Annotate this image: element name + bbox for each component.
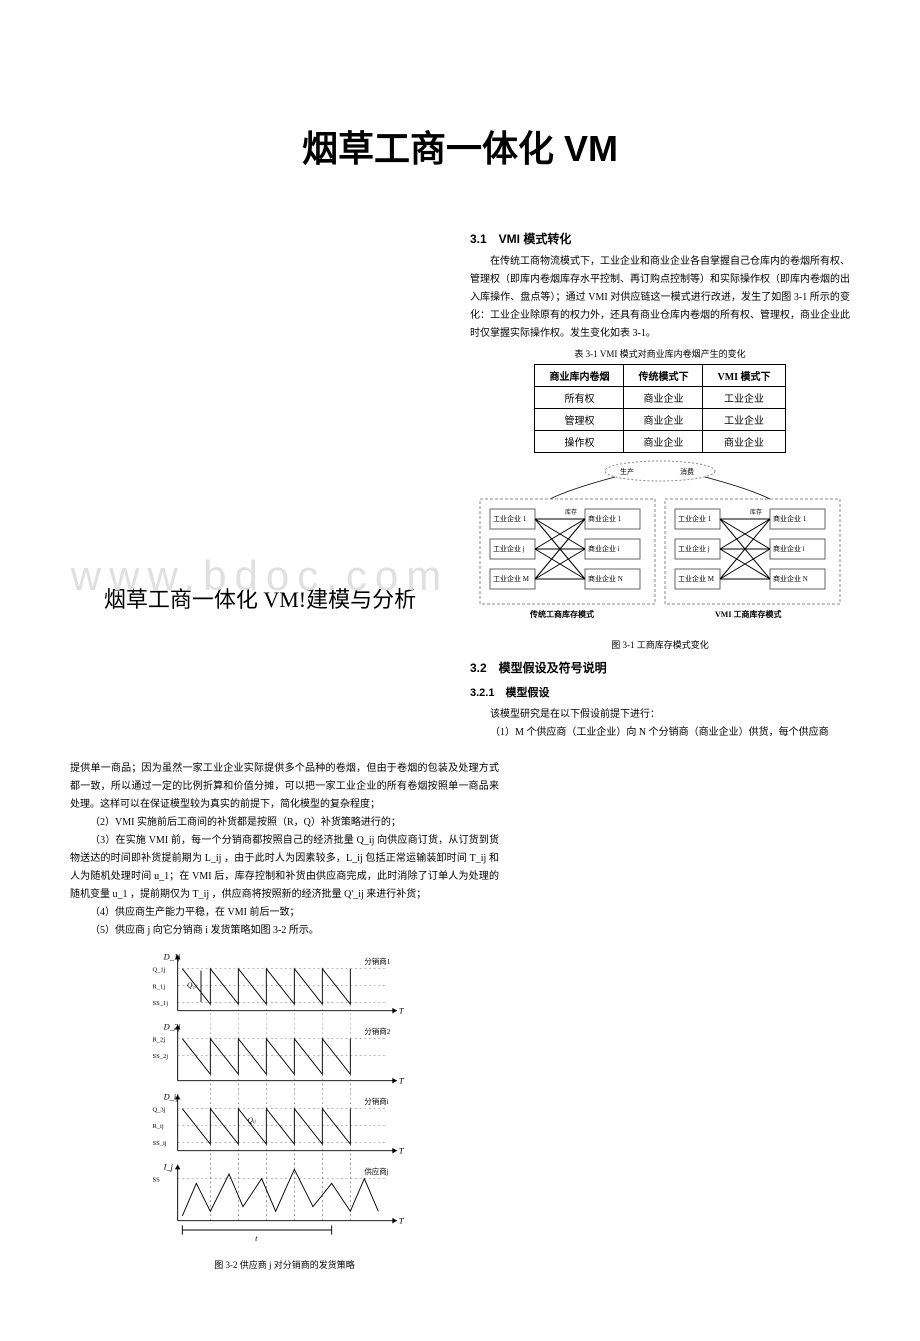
svg-text:D_2j: D_2j — [162, 1022, 180, 1031]
svg-text:SS: SS — [152, 1176, 160, 1183]
diagram-node: 工业企业 j — [678, 544, 710, 553]
table-cell: 商业企业 — [624, 409, 703, 431]
table-cell: 商业企业 — [624, 431, 703, 453]
figure-3-1-caption: 图 3-1 工商库存模式变化 — [470, 638, 850, 651]
section-3-2-1-heading: 3.2.1 模型假设 — [470, 684, 850, 700]
svg-text:分销商2: 分销商2 — [364, 1026, 390, 1036]
left-column: www.bdoc.com 烟草工商一体化 VM!建模与分析 — [70, 222, 450, 742]
svg-text:I_j: I_j — [162, 1162, 173, 1171]
diagram-svg: 生产 消费 工业企业 1 工业企业 j 工业企业 M 商业企业 1 商业企业 i — [470, 459, 850, 629]
table-3-1-caption: 表 3-1 VMI 模式对商业库内卷烟产生的变化 — [470, 347, 850, 360]
diagram-right-label: VMI 工商库存模式 — [715, 609, 781, 619]
assumption-2: （2）VMI 实施前后工商间的补货都是按照（R，Q）补货策略进行的； — [70, 814, 499, 832]
table-cell: 操作权 — [535, 431, 624, 453]
svg-text:Q_3j: Q_3j — [152, 1106, 165, 1113]
table-header: 传统模式下 — [624, 365, 703, 387]
table-cell: 工业企业 — [703, 387, 785, 409]
chart-svg: D_1j 分销商1 Q_1j R_1j SS_1j T Q₁ⱼ D_2j 分销商2 R_2j SS… — [145, 950, 425, 1249]
svg-text:R_ij: R_ij — [152, 1123, 163, 1130]
diagram-node: 商业企业 i — [588, 544, 620, 553]
assumption-cont-1: 提供单一商品；因为虽然一家工业企业实际提供多个品种的卷烟，但由于卷烟的包装及处理… — [70, 760, 499, 814]
table-cell: 商业企业 — [703, 431, 785, 453]
table-cell: 商业企业 — [624, 387, 703, 409]
svg-text:D_ij: D_ij — [162, 1092, 179, 1101]
svg-text:T: T — [398, 1216, 404, 1225]
diagram-left-label: 传统工商库存模式 — [529, 609, 594, 619]
svg-text:T: T — [398, 1146, 404, 1155]
diagram-node: 工业企业 M — [678, 574, 715, 583]
diagram-label: 生产 — [620, 467, 634, 476]
right-column: 3.1 VMI 模式转化 在传统工商物流模式下，工业企业和商业企业各自掌握自己仓… — [470, 222, 850, 742]
diagram-node: 商业企业 N — [773, 574, 808, 583]
assumption-1-start: （1）M 个供应商（工业企业）向 N 个分销商（商业企业）供货，每个供应商 — [470, 724, 850, 742]
diagram-node: 工业企业 M — [493, 574, 530, 583]
svg-text:R_2j: R_2j — [152, 1036, 165, 1043]
svg-text:SS_2j: SS_2j — [152, 1053, 168, 1060]
table-3-1: 商业库内卷烟 传统模式下 VMI 模式下 所有权 商业企业 工业企业 管理权 商… — [534, 364, 785, 453]
watermark-text: www.bdoc.com — [71, 552, 449, 600]
diagram-node: 工业企业 j — [493, 544, 525, 553]
diagram-tag: 库存 — [750, 508, 762, 516]
svg-text:D_1j: D_1j — [162, 952, 180, 961]
section-3-1-para: 在传统工商物流模式下，工业企业和商业企业各自掌握自己仓库内的卷烟所有权、管理权（… — [470, 253, 850, 343]
svg-text:供应商j: 供应商j — [364, 1166, 388, 1176]
diagram-label: 消费 — [680, 467, 694, 476]
figure-3-2-caption: 图 3-2 供应商 j 对分销商的发货策略 — [145, 1258, 425, 1271]
assumption-5: （5）供应商 j 向它分销商 i 发货策略如图 3-2 所示。 — [70, 922, 499, 940]
svg-text:Q_1j: Q_1j — [152, 966, 165, 973]
diagram-tag: 库存 — [565, 508, 577, 516]
diagram-node: 商业企业 1 — [773, 514, 807, 523]
diagram-node: 工业企业 1 — [678, 514, 712, 523]
diagram-node: 工业企业 1 — [493, 514, 527, 523]
section-3-1-heading: 3.1 VMI 模式转化 — [470, 230, 850, 247]
section-3-2-heading: 3.2 模型假设及符号说明 — [470, 659, 850, 676]
lower-block: 提供单一商品；因为虽然一家工业企业实际提供多个品种的卷烟，但由于卷烟的包装及处理… — [70, 760, 499, 1271]
table-cell: 管理权 — [535, 409, 624, 431]
figure-3-1: 生产 消费 工业企业 1 工业企业 j 工业企业 M 商业企业 1 商业企业 i — [470, 459, 850, 651]
svg-text:分销商i: 分销商i — [364, 1096, 388, 1106]
svg-text:分销商1: 分销商1 — [364, 956, 390, 966]
svg-text:T: T — [398, 1006, 404, 1015]
diagram-node: 商业企业 1 — [588, 514, 622, 523]
table-cell: 工业企业 — [703, 409, 785, 431]
svg-text:Qᵢⱼ: Qᵢⱼ — [247, 1116, 256, 1125]
main-title: 烟草工商一体化 VM — [70, 120, 850, 172]
figure-3-2: D_1j 分销商1 Q_1j R_1j SS_1j T Q₁ⱼ D_2j 分销商2 R_2j SS… — [145, 950, 425, 1271]
table-header: VMI 模式下 — [703, 365, 785, 387]
diagram-node: 商业企业 i — [773, 544, 805, 553]
svg-text:Q₁ⱼ: Q₁ⱼ — [187, 980, 197, 989]
two-column-layout: www.bdoc.com 烟草工商一体化 VM!建模与分析 3.1 VMI 模式… — [70, 222, 850, 742]
svg-text:T: T — [398, 1076, 404, 1085]
table-cell: 所有权 — [535, 387, 624, 409]
svg-text:SS_ij: SS_ij — [152, 1140, 166, 1147]
table-header: 商业库内卷烟 — [535, 365, 624, 387]
assumption-intro: 该模型研究是在以下假设前提下进行： — [470, 706, 850, 724]
document-page: 烟草工商一体化 VM www.bdoc.com 烟草工商一体化 VM!建模与分析… — [0, 0, 920, 1341]
assumption-3: （3）在实施 VMI 前，每一个分销商都按照自己的经济批量 Q_ij 向供应商订… — [70, 832, 499, 904]
svg-text:R_1j: R_1j — [152, 983, 165, 990]
svg-text:SS_1j: SS_1j — [152, 1000, 168, 1007]
svg-text:t: t — [255, 1234, 258, 1243]
assumption-list: 提供单一商品；因为虽然一家工业企业实际提供多个品种的卷烟，但由于卷烟的包装及处理… — [70, 760, 499, 940]
diagram-node: 商业企业 N — [588, 574, 623, 583]
assumption-4: （4）供应商生产能力平稳，在 VMI 前后一致； — [70, 904, 499, 922]
